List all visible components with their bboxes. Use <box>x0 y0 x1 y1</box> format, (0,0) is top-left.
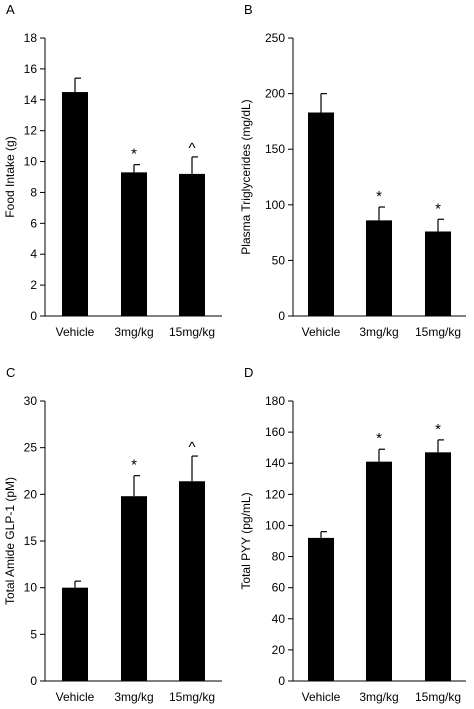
y-tick-label: 14 <box>24 93 38 107</box>
y-tick-label: 100 <box>265 518 285 532</box>
y-axis-title: Total Amide GLP-1 (pM) <box>3 477 17 605</box>
y-tick-label: 160 <box>265 425 285 439</box>
chart-panel-b: B 0 50 100 150 200 250 Plasma Triglycerides (mg… <box>239 2 466 339</box>
x-tick-label: Vehicle <box>302 325 341 339</box>
y-tick-label: 0 <box>278 674 285 688</box>
y-tick-label: 4 <box>30 247 37 261</box>
significance-asterisk: * <box>435 421 441 438</box>
y-tick-label: 5 <box>30 627 37 641</box>
bar-vehicle <box>308 112 334 316</box>
panel-letter: B <box>244 2 253 17</box>
x-tick-label: 3mg/kg <box>359 690 398 704</box>
bar-3mg-kg <box>121 496 147 681</box>
y-tick-label: 10 <box>24 581 38 595</box>
y-tick-label: 180 <box>265 394 285 408</box>
y-tick-label: 0 <box>278 309 285 323</box>
y-tick-label: 200 <box>265 87 285 101</box>
y-tick-label: 8 <box>30 185 37 199</box>
x-tick-label: Vehicle <box>56 325 95 339</box>
y-tick-label: 16 <box>24 62 38 76</box>
y-tick-label: 0 <box>30 309 37 323</box>
significance-asterisk: * <box>131 146 137 163</box>
x-tick-label: 15mg/kg <box>169 325 215 339</box>
y-tick-label: 12 <box>24 124 38 138</box>
panel-letter: D <box>244 365 253 380</box>
y-tick-label: 20 <box>272 643 286 657</box>
x-tick-label: Vehicle <box>302 690 341 704</box>
y-tick-label: 100 <box>265 198 285 212</box>
significance-asterisk: * <box>376 188 382 205</box>
significance-caret: ^ <box>188 439 195 456</box>
y-tick-label: 40 <box>272 612 286 626</box>
bar-vehicle <box>308 537 334 681</box>
bar-15mg-kg <box>425 452 451 681</box>
significance-asterisk: * <box>131 457 137 474</box>
chart-panel-a: A 0 2 4 6 8 10 12 14 16 18 Food Intake (g) Vehicle 3m… <box>3 2 222 339</box>
bar-15mg-kg <box>179 173 205 316</box>
panel-letter: A <box>6 2 15 17</box>
bar-3mg-kg <box>366 461 392 681</box>
y-tick-label: 15 <box>24 534 38 548</box>
bar-3mg-kg <box>366 220 392 316</box>
y-axis-title: Total PYY (pg/mL) <box>239 492 253 589</box>
y-tick-label: 25 <box>24 441 38 455</box>
chart-panel-d: D 0 20 40 60 80 100 120 140 160 180 Total PYY (pg/m… <box>239 365 466 704</box>
bar-15mg-kg <box>179 481 205 681</box>
y-tick-label: 30 <box>24 394 38 408</box>
y-tick-label: 60 <box>272 581 286 595</box>
significance-asterisk: * <box>376 430 382 447</box>
y-tick-label: 10 <box>24 155 38 169</box>
y-axis-title: Plasma Triglycerides (mg/dL) <box>239 99 253 254</box>
y-tick-label: 0 <box>30 674 37 688</box>
x-tick-label: 3mg/kg <box>114 325 153 339</box>
chart-panel-c: C 0 5 10 15 20 25 30 Total Amide GLP-1 (pM) Vehic… <box>3 365 222 704</box>
y-axis-title: Food Intake (g) <box>3 136 17 217</box>
y-tick-label: 250 <box>265 31 285 45</box>
y-tick-label: 18 <box>24 31 38 45</box>
x-tick-label: 15mg/kg <box>415 690 461 704</box>
x-tick-label: 15mg/kg <box>169 690 215 704</box>
significance-caret: ^ <box>188 140 195 157</box>
x-tick-label: 3mg/kg <box>114 690 153 704</box>
y-tick-label: 140 <box>265 456 285 470</box>
x-tick-label: 15mg/kg <box>415 325 461 339</box>
x-tick-label: 3mg/kg <box>359 325 398 339</box>
significance-asterisk: * <box>435 200 441 217</box>
bar-vehicle <box>62 92 88 316</box>
y-tick-label: 120 <box>265 487 285 501</box>
y-tick-label: 150 <box>265 142 285 156</box>
y-tick-label: 6 <box>30 216 37 230</box>
bar-3mg-kg <box>121 172 147 316</box>
y-tick-label: 80 <box>272 550 286 564</box>
y-tick-label: 50 <box>272 253 286 267</box>
x-tick-label: Vehicle <box>56 690 95 704</box>
bar-15mg-kg <box>425 231 451 316</box>
y-tick-label: 20 <box>24 487 38 501</box>
y-tick-label: 2 <box>30 278 37 292</box>
bar-vehicle <box>62 587 88 681</box>
panel-letter: C <box>6 365 15 380</box>
